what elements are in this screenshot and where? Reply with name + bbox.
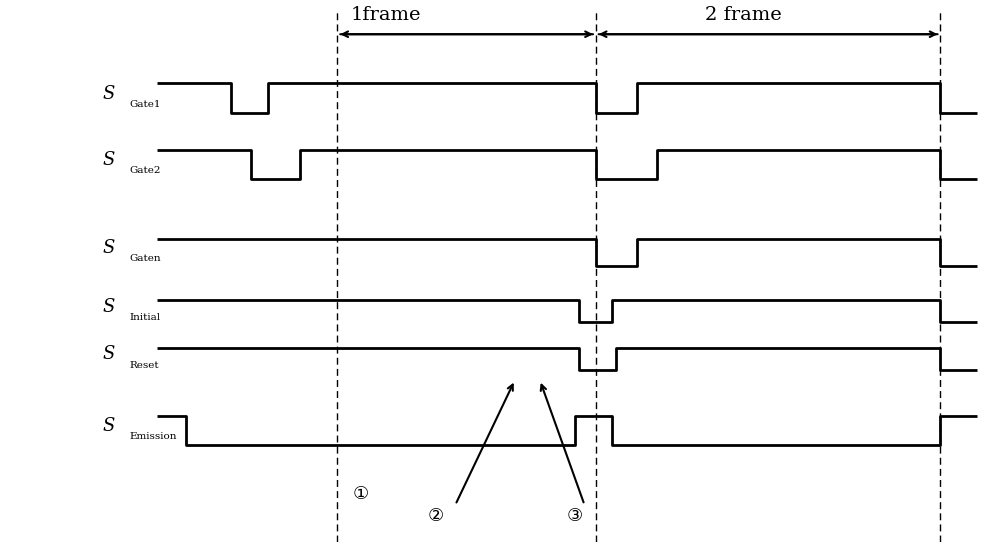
Text: S: S (102, 239, 115, 257)
Text: ②: ② (427, 507, 443, 525)
Text: S: S (102, 417, 115, 435)
Text: Gate1: Gate1 (129, 100, 161, 109)
Text: ③: ③ (567, 507, 583, 525)
Text: ①: ① (353, 486, 369, 504)
Text: Initial: Initial (129, 313, 160, 322)
Text: Gaten: Gaten (129, 254, 161, 263)
Text: Reset: Reset (129, 361, 159, 370)
Text: 1frame: 1frame (350, 5, 421, 23)
Text: S: S (102, 346, 115, 364)
Text: S: S (102, 85, 115, 103)
Text: Gate2: Gate2 (129, 166, 161, 175)
Text: S: S (102, 152, 115, 169)
Text: S: S (102, 298, 115, 316)
Text: Emission: Emission (129, 432, 177, 441)
Text: 2 frame: 2 frame (705, 5, 782, 23)
